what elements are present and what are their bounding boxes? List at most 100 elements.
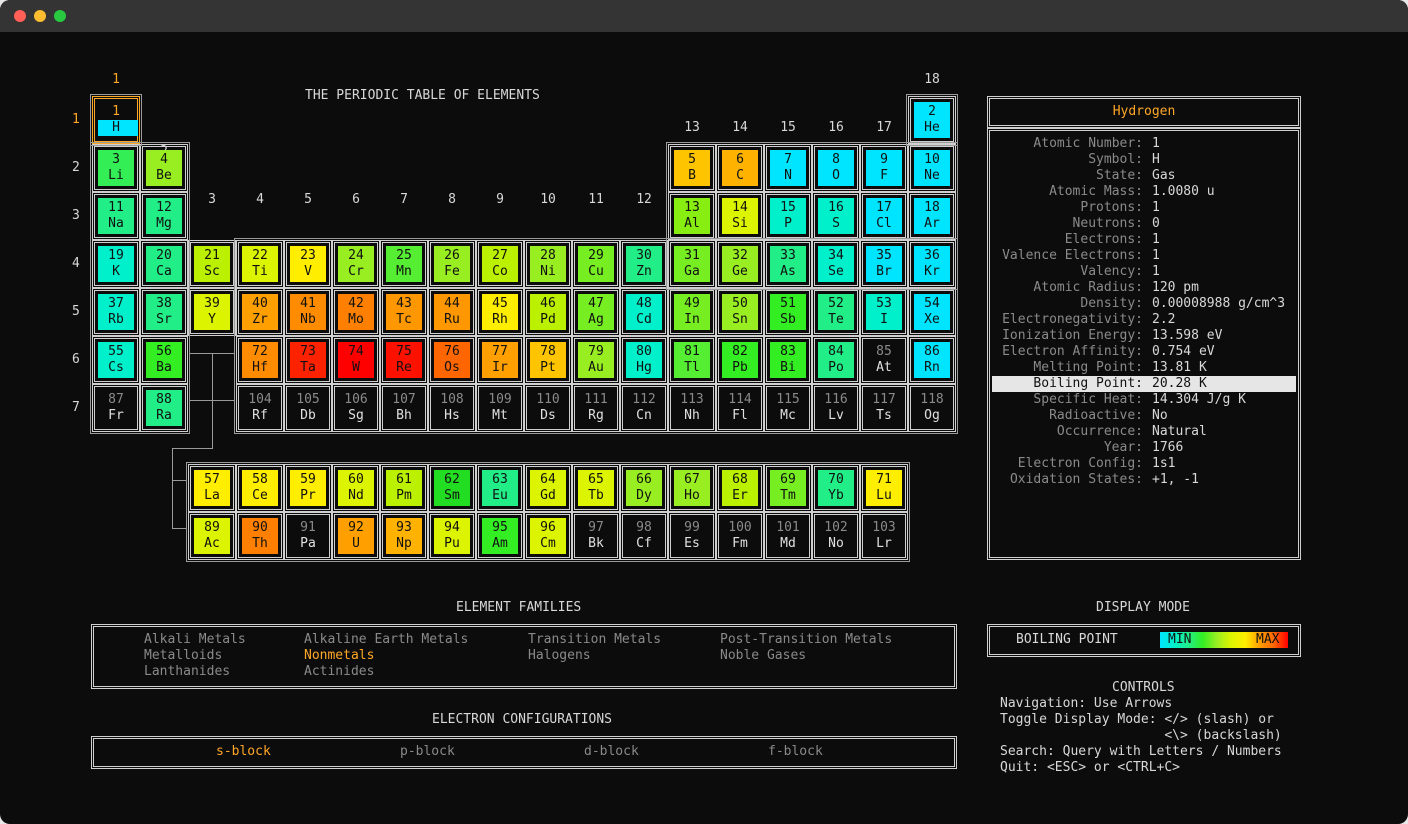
element-cell-kr[interactable]: 36 Kr xyxy=(908,240,956,288)
minimize-button[interactable] xyxy=(34,10,46,22)
family-item-noble-gases[interactable]: Noble Gases xyxy=(720,648,807,663)
element-cell-sg[interactable]: 106 Sg xyxy=(332,384,380,432)
element-cell-rb[interactable]: 37 Rb xyxy=(92,288,140,336)
family-item-post-transition-metals[interactable]: Post-Transition Metals xyxy=(720,632,893,647)
element-cell-ba[interactable]: 56 Ba xyxy=(140,336,188,384)
element-cell-tl[interactable]: 81 Tl xyxy=(668,336,716,384)
element-cell-ni[interactable]: 28 Ni xyxy=(524,240,572,288)
element-cell-mt[interactable]: 109 Mt xyxy=(476,384,524,432)
element-cell-rn[interactable]: 86 Rn xyxy=(908,336,956,384)
family-item-transition-metals[interactable]: Transition Metals xyxy=(528,632,662,647)
element-cell-lr[interactable]: 103 Lr xyxy=(860,512,908,560)
element-cell-rg[interactable]: 111 Rg xyxy=(572,384,620,432)
element-cell-bk[interactable]: 97 Bk xyxy=(572,512,620,560)
element-cell-ga[interactable]: 31 Ga xyxy=(668,240,716,288)
element-cell-og[interactable]: 118 Og xyxy=(908,384,956,432)
element-cell-lu[interactable]: 71 Lu xyxy=(860,464,908,512)
element-cell-pm[interactable]: 61 Pm xyxy=(380,464,428,512)
element-cell-es[interactable]: 99 Es xyxy=(668,512,716,560)
element-cell-rf[interactable]: 104 Rf xyxy=(236,384,284,432)
element-cell-sr[interactable]: 38 Sr xyxy=(140,288,188,336)
element-cell-ta[interactable]: 73 Ta xyxy=(284,336,332,384)
element-cell-hg[interactable]: 80 Hg xyxy=(620,336,668,384)
element-cell-hs[interactable]: 108 Hs xyxy=(428,384,476,432)
family-item-actinides[interactable]: Actinides xyxy=(304,664,375,679)
element-cell-mc[interactable]: 115 Mc xyxy=(764,384,812,432)
element-cell-sm[interactable]: 62 Sm xyxy=(428,464,476,512)
element-cell-na[interactable]: 11 Na xyxy=(92,192,140,240)
element-cell-at[interactable]: 85 At xyxy=(860,336,908,384)
family-item-nonmetals[interactable]: Nonmetals xyxy=(304,648,375,663)
element-cell-fm[interactable]: 100 Fm xyxy=(716,512,764,560)
config-item-d-block[interactable]: d-block xyxy=(584,744,639,759)
element-cell-i[interactable]: 53 I xyxy=(860,288,908,336)
element-cell-zn[interactable]: 30 Zn xyxy=(620,240,668,288)
element-cell-ar[interactable]: 18 Ar xyxy=(908,192,956,240)
element-cell-au[interactable]: 79 Au xyxy=(572,336,620,384)
element-cell-fr[interactable]: 87 Fr xyxy=(92,384,140,432)
element-cell-xe[interactable]: 54 Xe xyxy=(908,288,956,336)
family-item-lanthanides[interactable]: Lanthanides xyxy=(144,664,231,679)
element-cell-ir[interactable]: 77 Ir xyxy=(476,336,524,384)
element-cell-db[interactable]: 105 Db xyxy=(284,384,332,432)
element-cell-os[interactable]: 76 Os xyxy=(428,336,476,384)
element-cell-re[interactable]: 75 Re xyxy=(380,336,428,384)
element-cell-y[interactable]: 39 Y xyxy=(188,288,236,336)
element-cell-ag[interactable]: 47 Ag xyxy=(572,288,620,336)
element-cell-mn[interactable]: 25 Mn xyxy=(380,240,428,288)
element-cell-nh[interactable]: 113 Nh xyxy=(668,384,716,432)
element-cell-cm[interactable]: 96 Cm xyxy=(524,512,572,560)
element-cell-ts[interactable]: 117 Ts xyxy=(860,384,908,432)
element-cell-ti[interactable]: 22 Ti xyxy=(236,240,284,288)
element-cell-ru[interactable]: 44 Ru xyxy=(428,288,476,336)
element-cell-th[interactable]: 90 Th xyxy=(236,512,284,560)
element-cell-md[interactable]: 101 Md xyxy=(764,512,812,560)
element-cell-am[interactable]: 95 Am xyxy=(476,512,524,560)
family-item-alkaline-earth-metals[interactable]: Alkaline Earth Metals xyxy=(304,632,469,647)
element-cell-gd[interactable]: 64 Gd xyxy=(524,464,572,512)
config-item-p-block[interactable]: p-block xyxy=(400,744,455,759)
element-cell-la[interactable]: 57 La xyxy=(188,464,236,512)
element-cell-tm[interactable]: 69 Tm xyxy=(764,464,812,512)
element-cell-bi[interactable]: 83 Bi xyxy=(764,336,812,384)
element-cell-k[interactable]: 19 K xyxy=(92,240,140,288)
element-cell-w[interactable]: 74 W xyxy=(332,336,380,384)
element-cell-fl[interactable]: 114 Fl xyxy=(716,384,764,432)
element-cell-tb[interactable]: 65 Tb xyxy=(572,464,620,512)
element-cell-p[interactable]: 15 P xyxy=(764,192,812,240)
element-cell-bh[interactable]: 107 Bh xyxy=(380,384,428,432)
family-item-alkali-metals[interactable]: Alkali Metals xyxy=(144,632,246,647)
close-button[interactable] xyxy=(14,10,26,22)
element-cell-ge[interactable]: 32 Ge xyxy=(716,240,764,288)
element-cell-ca[interactable]: 20 Ca xyxy=(140,240,188,288)
element-cell-pr[interactable]: 59 Pr xyxy=(284,464,332,512)
element-cell-br[interactable]: 35 Br xyxy=(860,240,908,288)
element-cell-no[interactable]: 102 No xyxy=(812,512,860,560)
element-cell-ac[interactable]: 89 Ac xyxy=(188,512,236,560)
element-cell-nd[interactable]: 60 Nd xyxy=(332,464,380,512)
element-cell-cf[interactable]: 98 Cf xyxy=(620,512,668,560)
element-cell-cs[interactable]: 55 Cs xyxy=(92,336,140,384)
element-cell-np[interactable]: 93 Np xyxy=(380,512,428,560)
family-item-metalloids[interactable]: Metalloids xyxy=(144,648,223,663)
element-cell-co[interactable]: 27 Co xyxy=(476,240,524,288)
element-cell-mg[interactable]: 12 Mg xyxy=(140,192,188,240)
family-item-halogens[interactable]: Halogens xyxy=(528,648,591,663)
element-cell-cu[interactable]: 29 Cu xyxy=(572,240,620,288)
maximize-button[interactable] xyxy=(54,10,66,22)
element-cell-lv[interactable]: 116 Lv xyxy=(812,384,860,432)
element-cell-cd[interactable]: 48 Cd xyxy=(620,288,668,336)
config-item-s-block[interactable]: s-block xyxy=(216,744,271,759)
element-cell-ds[interactable]: 110 Ds xyxy=(524,384,572,432)
element-cell-hf[interactable]: 72 Hf xyxy=(236,336,284,384)
element-cell-u[interactable]: 92 U xyxy=(332,512,380,560)
element-cell-dy[interactable]: 66 Dy xyxy=(620,464,668,512)
element-cell-pb[interactable]: 82 Pb xyxy=(716,336,764,384)
element-cell-cn[interactable]: 112 Cn xyxy=(620,384,668,432)
element-cell-ce[interactable]: 58 Ce xyxy=(236,464,284,512)
